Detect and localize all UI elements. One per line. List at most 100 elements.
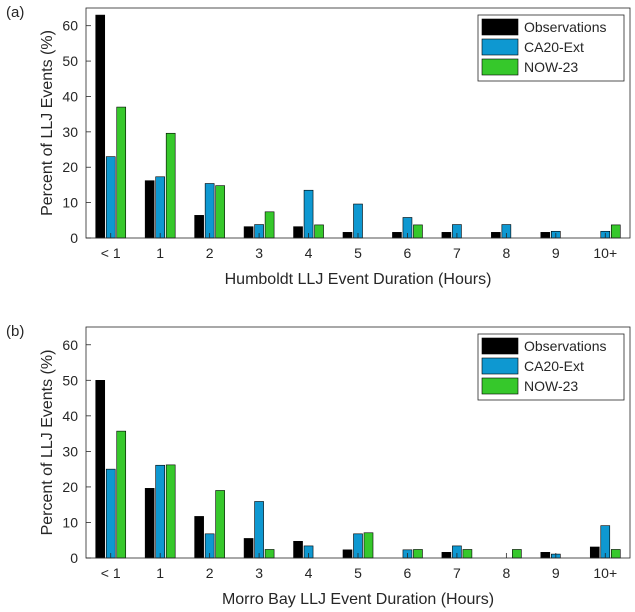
y-tick-label: 0	[70, 230, 78, 246]
x-tick-label: 5	[354, 245, 362, 261]
bar-ca20-ext	[254, 501, 264, 559]
bar-now-23	[314, 224, 324, 239]
panel-b: (b) 0 10 20 30 40 50 60 < 1 1 2 3 4 5 6 7 8 9 10+ Morro Bay…	[6, 323, 631, 608]
bar-observations	[540, 552, 551, 559]
bar-observations	[144, 180, 155, 239]
bar-ca20-ext	[204, 183, 215, 239]
y-tick-label: 40	[62, 88, 78, 104]
x-tick-label: 7	[453, 565, 461, 581]
x-tick-label: 4	[305, 245, 313, 261]
bar-observations	[342, 549, 353, 559]
legend-swatch	[481, 377, 519, 395]
bar-ca20-ext	[155, 176, 165, 239]
x-tick-label: 1	[156, 565, 164, 581]
x-tick-label: 3	[255, 245, 263, 261]
bar-observations	[293, 226, 303, 239]
bar-observations	[491, 232, 501, 239]
y-tick-label: 30	[62, 124, 78, 140]
x-tick-label: 8	[502, 565, 510, 581]
bar-now-23	[264, 549, 275, 559]
bar-observations	[441, 552, 452, 559]
bar-now-23	[116, 430, 127, 559]
legend-swatch	[481, 18, 519, 36]
x-tick-label: 9	[552, 245, 560, 261]
bar-observations	[540, 232, 551, 239]
y-tick-label: 60	[62, 18, 78, 34]
x-tick-label: 2	[206, 565, 214, 581]
legend-label: Observations	[524, 338, 606, 354]
y-tick-label: 0	[70, 550, 78, 566]
bar-observations	[194, 215, 204, 239]
x-tick-label: 4	[305, 565, 313, 581]
bar-now-23	[363, 532, 374, 559]
bar-now-23	[610, 224, 621, 239]
x-tick-label: 7	[453, 245, 461, 261]
bar-now-23	[116, 106, 127, 239]
bar-now-23	[215, 185, 225, 239]
bar-observations	[293, 540, 303, 559]
x-tick-label: 3	[255, 565, 263, 581]
y-tick-label: 10	[62, 195, 78, 211]
x-tick-label: 8	[502, 245, 510, 261]
bar-observations	[144, 488, 155, 559]
bar-observations	[194, 516, 204, 559]
bar-ca20-ext	[303, 189, 314, 239]
y-tick-label: 30	[62, 443, 78, 459]
x-tick-label: 2	[206, 245, 214, 261]
bar-now-23	[165, 132, 176, 239]
legend-label: CA20-Ext	[524, 358, 584, 374]
bar-now-23	[462, 549, 473, 559]
y-tick-label: 50	[62, 53, 78, 69]
x-tick-label: 6	[404, 565, 412, 581]
y-axis-label: Percent of LLJ Events (%)	[39, 30, 56, 216]
x-tick-label: 6	[404, 245, 412, 261]
bar-now-23	[413, 224, 423, 239]
bar-observations	[342, 232, 353, 239]
legend-label: Observations	[524, 19, 606, 35]
y-axis-label: Percent of LLJ Events (%)	[39, 350, 56, 536]
bar-observations	[95, 380, 106, 559]
x-tick-label: 1	[156, 245, 164, 261]
bar-observations	[243, 226, 254, 239]
legend-label: NOW-23	[524, 59, 578, 75]
y-tick-label: 60	[62, 337, 78, 353]
x-tick-label: 10+	[593, 245, 617, 261]
legend-swatch	[481, 337, 519, 355]
bar-ca20-ext	[155, 464, 165, 559]
x-axis-label: Humboldt LLJ Event Duration (Hours)	[225, 271, 492, 288]
bar-now-23	[610, 549, 621, 559]
x-axis-label: Morro Bay LLJ Event Duration (Hours)	[222, 591, 494, 608]
bar-ca20-ext	[105, 468, 116, 559]
x-tick-label: 5	[354, 565, 362, 581]
panel-label: (a)	[6, 4, 24, 21]
bar-observations	[589, 546, 600, 559]
x-tick-label: 9	[552, 565, 560, 581]
legend-label: CA20-Ext	[524, 39, 584, 55]
bar-ca20-ext	[105, 156, 116, 239]
bar-now-23	[512, 549, 522, 559]
panel-label: (b)	[6, 323, 24, 340]
x-tick-label: < 1	[101, 245, 121, 261]
bar-now-23	[413, 549, 423, 559]
bar-now-23	[165, 464, 176, 559]
bar-observations	[441, 232, 452, 239]
legend-swatch	[481, 357, 519, 375]
y-tick-label: 20	[62, 479, 78, 495]
legend-swatch	[481, 58, 519, 76]
bar-now-23	[264, 211, 275, 239]
bar-ca20-ext	[353, 203, 363, 239]
y-tick-label: 40	[62, 408, 78, 424]
bar-observations	[243, 538, 254, 559]
y-tick-label: 10	[62, 514, 78, 530]
bar-observations	[392, 232, 402, 239]
legend-label: NOW-23	[524, 378, 578, 394]
panel-a: (a) 0 10 20 30 40 50 60 < 1 1 2 3 4 5 6 7 8 9 10+ Humboldt …	[6, 4, 631, 288]
y-tick-label: 50	[62, 372, 78, 388]
bar-observations	[95, 14, 106, 239]
x-tick-label: 10+	[593, 565, 617, 581]
x-tick-label: < 1	[101, 565, 121, 581]
bar-now-23	[215, 490, 225, 559]
y-tick-label: 20	[62, 159, 78, 175]
legend-swatch	[481, 38, 519, 56]
